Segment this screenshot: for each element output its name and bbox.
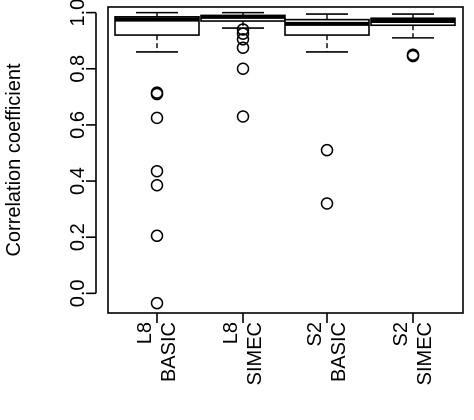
outlier-point bbox=[236, 110, 250, 123]
outlier-point bbox=[150, 164, 164, 178]
box-l8-basic bbox=[114, 11, 200, 310]
y-tick-label: 1.0 bbox=[67, 0, 89, 27]
y-tick-label: 0.8 bbox=[67, 55, 89, 83]
outlier-point bbox=[236, 27, 250, 40]
outlier-point bbox=[150, 111, 164, 125]
box-s2-basic bbox=[284, 13, 370, 210]
outlier-point bbox=[236, 23, 250, 36]
outlier-point bbox=[150, 296, 164, 310]
y-axis-title: Correlation coefficient bbox=[3, 63, 25, 257]
outlier-point bbox=[150, 229, 164, 243]
box-series bbox=[114, 11, 456, 310]
x-category-label-line1: S2 bbox=[390, 322, 412, 346]
x-category-label-line1: S2 bbox=[304, 322, 326, 346]
x-category-label-line2: BASIC bbox=[328, 322, 350, 382]
outlier-point bbox=[406, 49, 420, 63]
x-category-label-line2: SIMEC bbox=[414, 322, 436, 385]
y-axis: 0.0 0.2 0.4 0.6 0.8 1.0 bbox=[67, 0, 97, 307]
outlier-point bbox=[150, 87, 164, 101]
x-axis: L8 BASIC L8 SIMEC S2 BASIC S2 SIMEC bbox=[134, 313, 436, 385]
outlier-point bbox=[320, 143, 334, 157]
outlier-point bbox=[236, 41, 250, 54]
box-s2-simec bbox=[370, 13, 456, 63]
y-tick-label: 0.0 bbox=[67, 279, 89, 307]
y-tick-label: 0.6 bbox=[67, 111, 89, 139]
x-category-label-line2: BASIC bbox=[158, 322, 180, 382]
y-tick-label: 0.4 bbox=[67, 167, 89, 195]
x-category-label-line1: L8 bbox=[134, 322, 156, 344]
x-category-label-line1: L8 bbox=[220, 322, 242, 344]
outlier-point bbox=[236, 33, 250, 46]
outlier-point bbox=[320, 197, 334, 210]
outlier-point bbox=[150, 179, 164, 192]
outlier-point bbox=[236, 62, 250, 76]
plot-frame bbox=[107, 6, 464, 314]
box-l8-simec bbox=[200, 11, 286, 123]
y-tick-label: 0.2 bbox=[67, 223, 89, 251]
x-category-label-line2: SIMEC bbox=[244, 322, 266, 385]
